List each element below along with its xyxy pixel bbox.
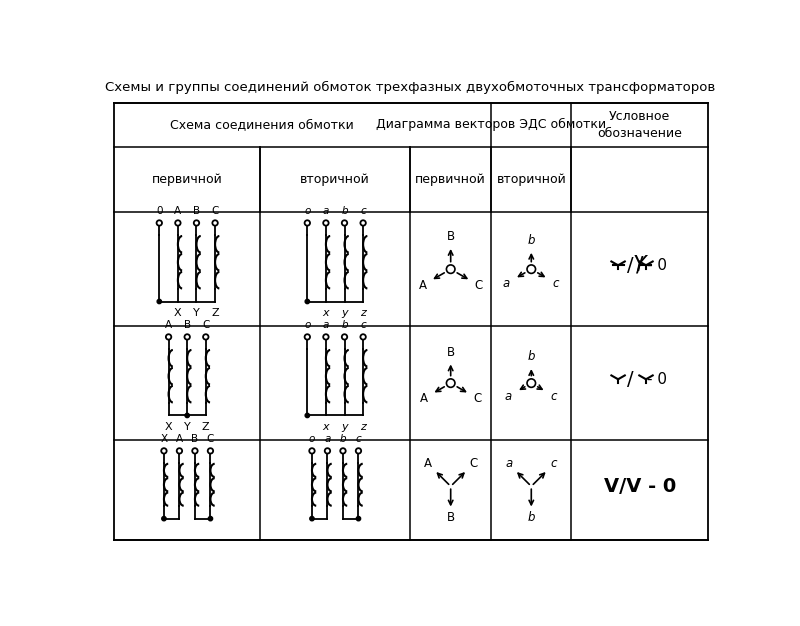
Text: /: / — [627, 370, 634, 389]
Text: A: A — [174, 206, 182, 216]
Text: вторичной: вторичной — [300, 173, 370, 186]
Text: B: B — [446, 346, 454, 359]
Text: c: c — [355, 434, 362, 444]
Text: a: a — [505, 458, 513, 471]
Text: первичной: первичной — [152, 173, 222, 186]
Text: o: o — [304, 206, 310, 216]
Text: Схема соединения обмотки: Схема соединения обмотки — [170, 118, 354, 131]
Text: a: a — [322, 320, 329, 330]
Text: c: c — [360, 206, 366, 216]
Text: A: A — [420, 392, 428, 405]
Text: Диаграмма векторов ЭДС обмотки: Диаграмма векторов ЭДС обмотки — [375, 118, 606, 131]
Text: - 0: - 0 — [647, 258, 667, 273]
Text: A: A — [418, 279, 426, 292]
Text: X: X — [174, 307, 182, 317]
Text: C: C — [474, 392, 482, 405]
Circle shape — [185, 413, 190, 418]
Text: B: B — [193, 206, 200, 216]
Circle shape — [162, 516, 166, 521]
Text: c: c — [553, 277, 559, 290]
Text: 0: 0 — [156, 206, 162, 216]
Text: X: X — [160, 434, 167, 444]
Text: Условное
обозначение: Условное обозначение — [598, 110, 682, 140]
Text: c: c — [551, 390, 558, 403]
Text: a: a — [322, 206, 329, 216]
Text: o: o — [309, 434, 315, 444]
Text: X: X — [165, 422, 173, 431]
Text: A: A — [165, 320, 172, 330]
Text: Z: Z — [211, 307, 219, 317]
Text: C: C — [206, 434, 214, 444]
Text: b: b — [342, 206, 348, 216]
Text: /: / — [636, 255, 643, 275]
Text: B: B — [184, 320, 190, 330]
Text: Y: Y — [193, 307, 200, 317]
Text: - 0: - 0 — [647, 372, 667, 387]
Text: A: A — [176, 434, 183, 444]
Text: B: B — [446, 230, 454, 244]
Text: y: y — [342, 422, 348, 431]
Text: b: b — [527, 351, 535, 364]
Text: Y: Y — [633, 255, 646, 275]
Text: C: C — [202, 320, 210, 330]
Text: V/V - 0: V/V - 0 — [604, 477, 676, 496]
Circle shape — [310, 516, 314, 521]
Text: вторичной: вторичной — [497, 173, 566, 186]
Text: a: a — [503, 277, 510, 290]
Text: c: c — [360, 320, 366, 330]
Text: C: C — [474, 279, 483, 292]
Text: o: o — [304, 320, 310, 330]
Text: /: / — [627, 256, 634, 275]
Circle shape — [157, 299, 162, 304]
Text: A: A — [424, 458, 432, 471]
Text: z: z — [360, 307, 366, 317]
Text: первичной: первичной — [415, 173, 486, 186]
Text: x: x — [322, 422, 330, 431]
Circle shape — [208, 516, 213, 521]
Circle shape — [356, 516, 361, 521]
Text: z: z — [360, 422, 366, 431]
Circle shape — [305, 413, 310, 418]
Text: b: b — [342, 320, 348, 330]
Text: Z: Z — [202, 422, 210, 431]
Text: b: b — [340, 434, 346, 444]
Text: x: x — [322, 307, 330, 317]
Text: a: a — [324, 434, 330, 444]
Text: b: b — [527, 511, 535, 525]
Text: c: c — [550, 458, 557, 471]
Text: b: b — [527, 234, 535, 247]
Text: C: C — [469, 458, 478, 471]
Circle shape — [305, 299, 310, 304]
Text: y: y — [342, 307, 348, 317]
Text: C: C — [211, 206, 218, 216]
Text: Y: Y — [184, 422, 190, 431]
Text: B: B — [191, 434, 198, 444]
Text: Схемы и группы соединений обмоток трехфазных двухобмоточных трансформаторов: Схемы и группы соединений обмоток трехфа… — [105, 81, 715, 94]
Text: a: a — [505, 390, 512, 403]
Text: B: B — [446, 511, 454, 525]
